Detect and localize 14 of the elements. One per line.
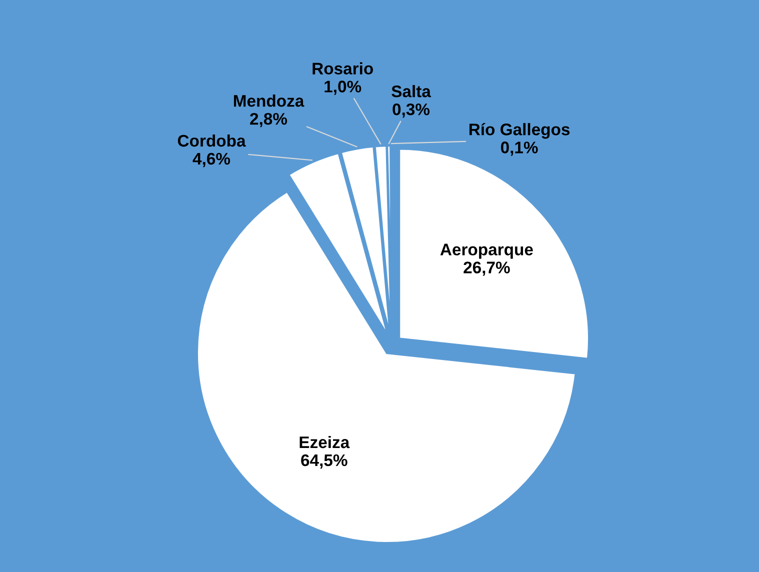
data-label: 0,1% [500,142,538,156]
slice-label: Rosario [312,62,373,74]
data-label: 26,7% [464,262,510,276]
slice-label: Mendoza [234,94,304,107]
data-label: 64,5% [301,454,348,469]
data-label: 4,6% [192,152,230,168]
slice-label: Ezeiza [300,436,350,448]
slice-label: Aeroparque [440,244,533,259]
data-label: 0,3% [392,103,430,118]
slice-label: Río Gallegos [469,122,570,139]
data-label: 1,0% [324,80,362,95]
slice-label: Salta [392,85,432,98]
slice-label: Cordoba [178,134,246,147]
data-label: 2,8% [250,112,288,128]
